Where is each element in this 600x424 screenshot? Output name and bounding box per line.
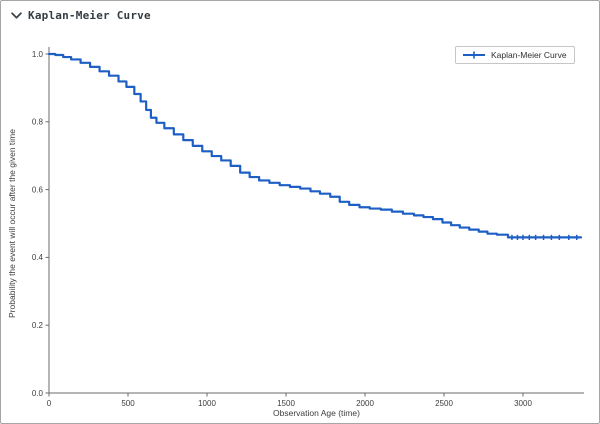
x-tick-label: 2000 — [356, 399, 374, 408]
y-tick-label: 1.0 — [32, 50, 44, 59]
y-axis-label: Probability the event will occur after t… — [7, 129, 17, 318]
y-tick-label: 0.2 — [32, 321, 44, 330]
x-tick-label: 2500 — [435, 399, 453, 408]
section-title: Kaplan-Meier Curve — [28, 9, 151, 22]
x-tick-label: 1000 — [198, 399, 216, 408]
km-curve — [47, 52, 583, 239]
x-tick-label: 1500 — [277, 399, 295, 408]
y-tick-label: 0.4 — [32, 253, 44, 262]
x-tick-label: 0 — [47, 399, 52, 408]
y-tick-label: 0.8 — [32, 118, 44, 127]
chevron-down-icon[interactable] — [11, 10, 22, 21]
section-header[interactable]: Kaplan-Meier Curve — [11, 9, 151, 22]
x-tick-label: 500 — [121, 399, 135, 408]
chart-legend: Kaplan-Meier Curve — [455, 46, 575, 64]
y-tick-label: 0.0 — [32, 389, 44, 398]
x-axis-label: Observation Age (time) — [273, 408, 360, 418]
y-tick-label: 0.6 — [32, 185, 44, 194]
legend-line-sample — [463, 51, 485, 59]
x-tick-label: 3000 — [514, 399, 532, 408]
legend-label: Kaplan-Meier Curve — [491, 50, 567, 60]
